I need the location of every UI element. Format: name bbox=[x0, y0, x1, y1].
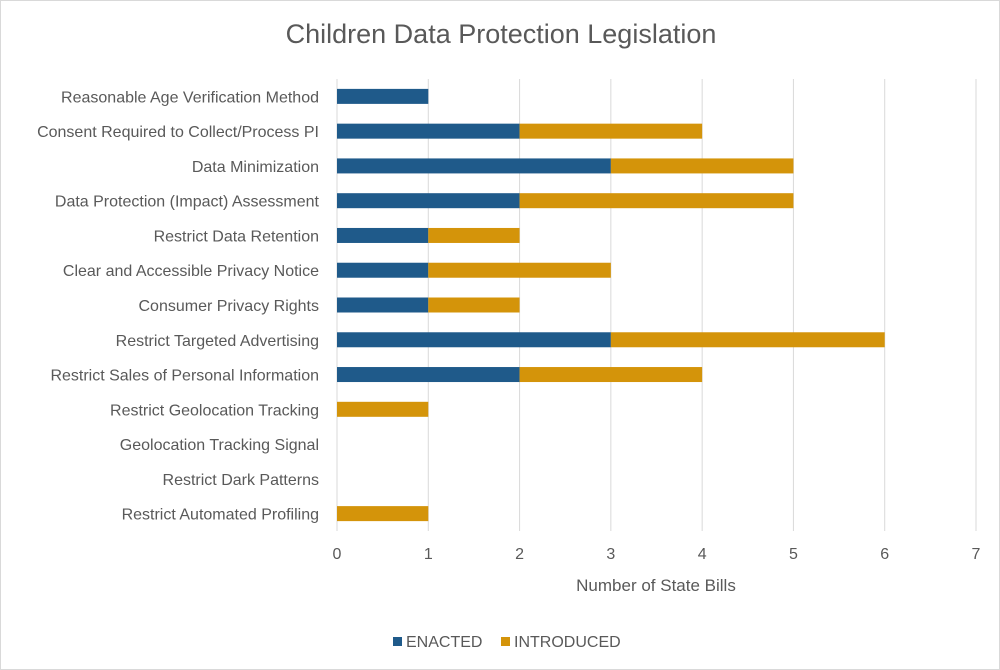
bar-introduced bbox=[337, 506, 429, 522]
x-tick-label: 7 bbox=[972, 546, 981, 563]
bar-enacted bbox=[337, 367, 520, 383]
bar-enacted bbox=[337, 262, 429, 278]
bar-introduced bbox=[428, 227, 520, 243]
bar-enacted bbox=[337, 227, 429, 243]
category-label: Restrict Sales of Personal Information bbox=[50, 368, 319, 385]
legend-swatch-enacted bbox=[393, 637, 402, 646]
bar-introduced bbox=[428, 262, 611, 278]
bar-introduced bbox=[337, 401, 429, 417]
category-label: Restrict Geolocation Tracking bbox=[110, 402, 319, 419]
bar-enacted bbox=[337, 332, 611, 348]
bar-introduced bbox=[428, 297, 520, 313]
bar-enacted bbox=[337, 297, 429, 313]
category-label: Restrict Data Retention bbox=[154, 228, 319, 245]
category-label: Clear and Accessible Privacy Notice bbox=[63, 263, 319, 280]
category-label: Consent Required to Collect/Process PI bbox=[37, 124, 319, 141]
bar-introduced bbox=[519, 193, 794, 209]
x-tick-label: 3 bbox=[606, 546, 615, 563]
legend-swatch-introduced bbox=[501, 637, 510, 646]
category-label: Reasonable Age Verification Method bbox=[61, 89, 319, 106]
bar-introduced bbox=[519, 367, 703, 383]
x-tick-labels: 0 1 2 3 4 5 6 7 bbox=[333, 546, 981, 563]
legend: ENACTED INTRODUCED bbox=[393, 634, 621, 651]
legend-label-enacted: ENACTED bbox=[406, 634, 482, 651]
x-axis-title: Number of State Bills bbox=[576, 576, 736, 595]
bar-introduced bbox=[610, 158, 794, 174]
category-label: Data Minimization bbox=[192, 159, 319, 176]
legend-label-introduced: INTRODUCED bbox=[514, 634, 621, 651]
category-label: Data Protection (Impact) Assessment bbox=[55, 194, 320, 211]
category-label: Restrict Automated Profiling bbox=[122, 507, 319, 524]
bar-enacted bbox=[337, 123, 520, 139]
bar-introduced bbox=[519, 123, 703, 139]
x-tick-label: 5 bbox=[789, 546, 798, 563]
bar-enacted bbox=[337, 193, 520, 209]
bars bbox=[337, 88, 885, 522]
x-tick-label: 1 bbox=[424, 546, 433, 563]
chart-title: Children Data Protection Legislation bbox=[286, 19, 717, 49]
x-tick-label: 4 bbox=[698, 546, 707, 563]
category-label: Geolocation Tracking Signal bbox=[120, 437, 319, 454]
x-tick-label: 2 bbox=[515, 546, 524, 563]
category-labels: Reasonable Age Verification Method Consen… bbox=[37, 89, 319, 523]
x-tick-label: 6 bbox=[880, 546, 889, 563]
category-label: Restrict Dark Patterns bbox=[163, 472, 319, 489]
category-label: Consumer Privacy Rights bbox=[139, 298, 320, 315]
category-label: Restrict Targeted Advertising bbox=[116, 333, 319, 350]
bar-introduced bbox=[610, 332, 885, 348]
x-tick-label: 0 bbox=[333, 546, 342, 563]
bar-enacted bbox=[337, 88, 429, 104]
bar-enacted bbox=[337, 158, 611, 174]
